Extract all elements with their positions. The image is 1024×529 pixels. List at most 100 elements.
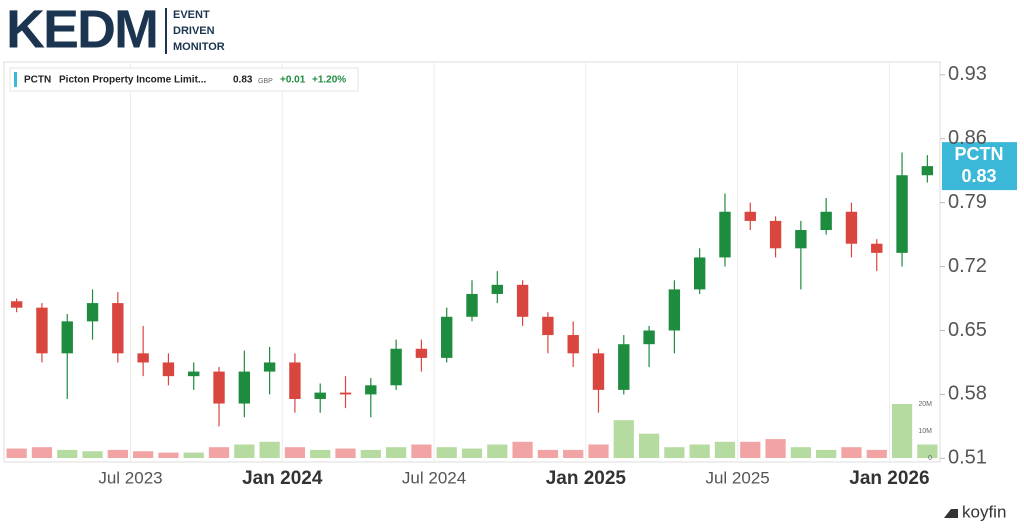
candle-body	[820, 211, 832, 231]
y-tick-label: 0.79	[948, 191, 987, 213]
volume-bar	[385, 447, 407, 458]
volume-bar	[588, 444, 609, 458]
volume-bar	[335, 448, 356, 458]
volume-bar	[133, 451, 154, 458]
legend-name: Picton Property Income Limit...	[59, 75, 206, 86]
candle-body	[188, 371, 200, 377]
volume-bar	[6, 448, 27, 458]
volume-bar	[866, 449, 887, 458]
candle-body	[845, 211, 858, 244]
volume-bar	[411, 444, 432, 458]
candle-body	[238, 371, 251, 404]
volume-bar	[360, 449, 381, 458]
candle-body	[441, 316, 453, 358]
volume-bar	[310, 449, 331, 458]
volume-bar	[208, 447, 230, 458]
candle-body	[643, 330, 655, 345]
logo-tagline: MONITOR	[173, 41, 225, 53]
volume-bar	[841, 447, 862, 458]
volume-bar	[183, 452, 204, 458]
volume-bar	[790, 447, 811, 458]
volume-bar	[563, 449, 584, 458]
candle-body	[112, 303, 124, 354]
volume-bar	[740, 441, 761, 458]
volume-bar	[714, 441, 736, 458]
volume-bar	[461, 448, 483, 458]
candle-body	[10, 301, 23, 308]
candle-body	[542, 316, 554, 336]
candle-body	[592, 353, 605, 390]
legend-currency: GBP	[258, 78, 273, 85]
x-tick-label: Jul 2024	[402, 468, 466, 487]
candle-body	[693, 257, 706, 290]
volume-bar	[57, 449, 78, 458]
candle-body	[769, 220, 782, 249]
candle-body	[567, 335, 579, 354]
candle-body	[795, 230, 807, 249]
legend-box	[9, 67, 359, 92]
candle-body	[289, 362, 301, 399]
volume-bar	[436, 447, 457, 458]
x-tick-label: Jan 2024	[242, 468, 323, 489]
legend-change: +0.01	[280, 75, 306, 86]
candle-body	[365, 385, 377, 395]
x-tick-label: Jul 2023	[98, 468, 162, 487]
candle-body	[162, 362, 175, 377]
x-tick-label: Jan 2025	[546, 468, 627, 489]
candle-body	[86, 303, 99, 322]
candle-body	[213, 371, 225, 404]
candle-body	[516, 284, 529, 317]
candle-body	[491, 284, 503, 294]
volume-bar	[31, 447, 53, 458]
brand-icon	[944, 509, 958, 518]
legend-ticker: PCTN	[24, 75, 51, 86]
logo-tagline: EVENT	[173, 9, 210, 21]
y-tick-label: 0.65	[948, 319, 987, 341]
volume-bar	[107, 449, 128, 458]
volume-bar	[689, 444, 710, 458]
volume-bar	[234, 444, 255, 458]
candle-body	[415, 348, 428, 358]
legend-swatch	[14, 72, 17, 87]
candle-body	[263, 362, 276, 372]
volume-bar	[917, 444, 938, 458]
volume-bar	[816, 449, 837, 458]
candle-body	[921, 166, 934, 176]
y-tick-label: 0.93	[948, 63, 987, 85]
volume-tick-label: 20M	[918, 401, 932, 408]
y-tick-label: 0.72	[948, 255, 987, 277]
logo-tagline: DRIVEN	[173, 25, 215, 37]
candle-body	[137, 353, 149, 363]
price-tag-value: 0.83	[961, 166, 996, 186]
price-tag	[942, 142, 1017, 191]
volume-bar	[613, 420, 634, 458]
volume-tick-label: 0	[928, 455, 932, 462]
candle-body	[36, 307, 48, 354]
candle-body	[61, 321, 73, 354]
price-tag-ticker: PCTN	[955, 144, 1004, 164]
candle-body	[466, 293, 478, 317]
volume-bar	[259, 441, 280, 458]
x-tick-label: Jul 2025	[705, 468, 769, 487]
candle-body	[668, 289, 681, 331]
volume-bar	[512, 441, 533, 458]
volume-bar	[284, 447, 306, 458]
candle-body	[719, 211, 731, 258]
volume-bar	[891, 404, 913, 458]
volume-tick-label: 10M	[918, 428, 932, 435]
candle-body	[871, 243, 883, 253]
candle-body	[896, 175, 908, 253]
candle-body	[314, 392, 326, 399]
y-tick-label: 0.58	[948, 383, 987, 405]
y-tick-label: 0.86	[948, 127, 987, 149]
legend-change-pct: +1.20%	[312, 75, 346, 86]
candle-body	[390, 348, 402, 386]
legend-price: 0.83	[233, 75, 253, 86]
volume-bar	[158, 452, 179, 458]
logo: KEDM	[6, 0, 157, 59]
y-tick-label: 0.51	[948, 447, 987, 469]
volume-bar	[487, 444, 508, 458]
volume-bar	[664, 447, 685, 458]
